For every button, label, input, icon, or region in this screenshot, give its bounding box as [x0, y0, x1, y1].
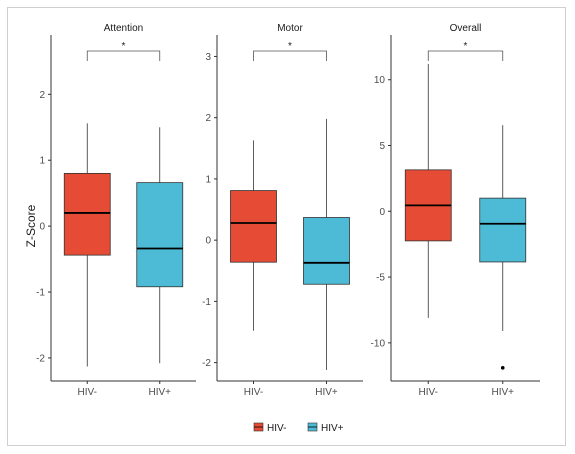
x-tick-label: HIV-	[78, 387, 97, 398]
y-tick-label: -10	[371, 338, 386, 349]
box-HIV-	[63, 123, 111, 367]
y-axis-title: Z-Score	[24, 204, 38, 247]
outlier-point	[500, 366, 505, 370]
x-tick-label: HIV+	[315, 387, 338, 398]
panel-overall: Overall -10 -5 0 5 10 HIV- HIV+ *	[371, 23, 540, 398]
y-tick-label: 1	[39, 156, 45, 167]
x-tick-label: HIV-	[419, 387, 438, 398]
panel-motor: Motor -2 -1 0 1 2 3 HIV- HIV+ *	[202, 23, 363, 398]
significance-star: *	[288, 41, 292, 52]
y-tick-label: 3	[205, 52, 211, 63]
legend-item-HIV-: HIV-	[253, 422, 286, 434]
y-tick-label: 1	[205, 174, 211, 185]
y-tick-label: 5	[379, 141, 385, 152]
significance-bracket	[86, 50, 161, 61]
legend-item-HIV+: HIV+	[307, 422, 344, 434]
y-tick-label: 0	[379, 207, 385, 218]
y-tick-label: -1	[36, 288, 45, 299]
panel-title: Overall	[450, 23, 482, 34]
panel-title: Motor	[277, 23, 303, 34]
legend-label: HIV+	[321, 423, 344, 434]
legend-label: HIV-	[267, 423, 286, 434]
panel-title: Attention	[104, 23, 143, 34]
box-HIV-	[404, 63, 452, 318]
box-iqr	[136, 182, 184, 288]
y-tick-label: -2	[202, 358, 211, 369]
box-HIV+	[136, 127, 184, 364]
significance-bracket	[253, 50, 327, 61]
panel-attention: Attention -2 -1 0 1 2 HIV- HIV+ *	[36, 23, 196, 398]
y-tick-label: 10	[374, 75, 386, 86]
box-iqr	[479, 197, 527, 263]
significance-bracket	[427, 50, 504, 61]
x-tick-label: HIV+	[491, 387, 514, 398]
legend: HIV- HIV+	[253, 422, 344, 434]
x-tick-label: HIV-	[244, 387, 263, 398]
box-HIV+	[479, 125, 527, 370]
y-tick-label: -5	[376, 273, 385, 284]
significance-star: *	[464, 41, 468, 52]
y-tick-label: -1	[202, 297, 211, 308]
y-tick-label: 2	[205, 113, 211, 124]
box-iqr	[63, 172, 111, 256]
x-tick-label: HIV+	[148, 387, 171, 398]
y-tick-label: 0	[39, 222, 45, 233]
box-HIV+	[303, 118, 350, 370]
y-tick-label: 2	[39, 90, 45, 101]
significance-star: *	[122, 41, 126, 52]
box-HIV-	[230, 140, 277, 331]
box-iqr	[303, 217, 350, 285]
y-tick-label: -2	[36, 353, 45, 364]
y-tick-label: 0	[205, 236, 211, 247]
box-iqr	[230, 190, 277, 263]
